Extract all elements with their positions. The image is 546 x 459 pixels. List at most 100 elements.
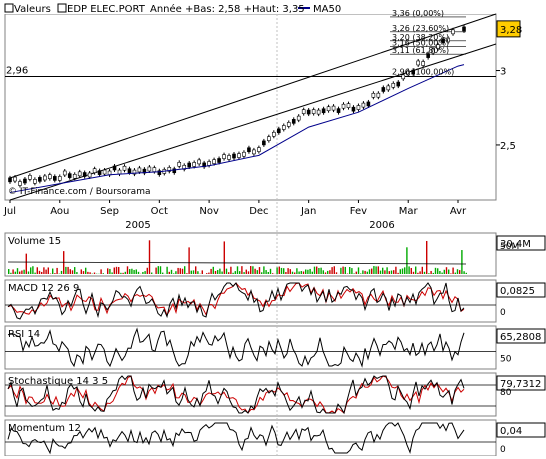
volume-bar (70, 269, 71, 274)
price-candle (88, 173, 91, 177)
volume-bar (305, 270, 306, 274)
volume-bar (186, 273, 187, 274)
volume-bar (261, 272, 262, 274)
volume-bar (393, 270, 394, 274)
volume-bar (15, 272, 16, 274)
volume-bar (171, 270, 172, 274)
volume-bar (371, 269, 372, 274)
price-candle (267, 137, 270, 141)
volume-bar (81, 269, 82, 274)
volume-bar (248, 271, 249, 274)
x-tick-label: Mar (399, 206, 419, 217)
volume-bar (136, 269, 137, 274)
price-candle (198, 160, 201, 164)
volume-bar (457, 269, 458, 274)
price-candle (287, 122, 290, 126)
volume-bar (424, 272, 425, 274)
volume-bar (39, 271, 40, 274)
volume-bar (158, 266, 159, 274)
fib-level-label: 2,96 (100,00%) (392, 67, 454, 76)
year-label: 2005 (125, 220, 150, 231)
volume-bar (116, 267, 117, 274)
price-candle (148, 167, 151, 171)
volume-bar (334, 266, 335, 274)
volume-bar (287, 268, 288, 274)
volume-bar (180, 268, 181, 274)
x-tick-label: Fev (350, 206, 367, 217)
price-candle (188, 163, 191, 167)
volume-bar (74, 267, 75, 274)
legend-range: Année +Bas: 2,58 +Haut: 3,35 (150, 3, 305, 15)
price-candle (28, 175, 31, 179)
x-tick-label: Avr (450, 206, 467, 217)
volume-bar (430, 271, 431, 274)
volume-bar (107, 268, 108, 274)
volume-bar (100, 269, 101, 274)
volume-bar (320, 268, 321, 274)
volume-bar (30, 267, 31, 274)
price-candle (392, 83, 395, 87)
volume-bar (351, 268, 352, 274)
volume-bar (329, 270, 330, 274)
price-candle (417, 61, 420, 65)
volume-bar (125, 272, 126, 274)
price-candle (327, 107, 330, 111)
volume-bar (276, 267, 277, 274)
price-candle (73, 174, 76, 178)
volume-bar (151, 273, 152, 274)
volume-bar (373, 266, 374, 274)
volume-bar (197, 271, 198, 274)
price-candle (382, 87, 385, 91)
price-candle (277, 129, 280, 133)
volume-bar (331, 267, 332, 274)
volume-bar (294, 273, 295, 274)
volume-bar (160, 266, 161, 274)
price-candle (352, 107, 355, 111)
volume-bar (283, 268, 284, 274)
volume-bar (45, 270, 46, 274)
volume-bar (450, 273, 451, 274)
volume-bar (26, 254, 27, 274)
volume-bar (441, 273, 442, 274)
volume-bar (292, 272, 293, 274)
price-candle (322, 109, 325, 113)
volume-bar (166, 267, 167, 274)
price-candle (18, 182, 21, 186)
volume-bar (411, 268, 412, 274)
price-candle (23, 179, 26, 183)
rsi-current-value: 65,2808 (500, 332, 541, 343)
volume-bar (76, 272, 77, 274)
volume-bar (175, 271, 176, 274)
price-candle (58, 176, 61, 180)
volume-bar (461, 250, 462, 274)
volume-bar (250, 266, 251, 274)
volume-bar (193, 270, 194, 274)
price-candle (247, 148, 250, 152)
x-tick-label: Nov (199, 206, 219, 217)
price-candle (43, 176, 46, 180)
volume-bar (252, 266, 253, 274)
price-candle (9, 178, 12, 182)
volume-bar (362, 270, 363, 274)
volume-bar (118, 267, 119, 274)
rsi-tick-label: 50 (500, 355, 512, 365)
volume-bar (309, 269, 310, 274)
price-candle (83, 173, 86, 177)
volume-bar (228, 272, 229, 274)
price-candle (262, 141, 265, 145)
macd-title: MACD 12 26 9 (8, 283, 79, 294)
volume-bar (254, 269, 255, 274)
volume-bar (169, 272, 170, 274)
year-label: 2006 (369, 220, 394, 231)
volume-bar (415, 267, 416, 274)
volume-bar (459, 270, 460, 274)
volume-bar (452, 268, 453, 274)
x-tick-label: Dec (249, 206, 268, 217)
stoch-current-value: 79,7312 (500, 379, 541, 390)
x-tick-label: Aou (50, 206, 69, 217)
volume-bar (259, 267, 260, 274)
volume-bar (48, 267, 49, 274)
volume-bar (147, 268, 148, 274)
price-candle (463, 27, 466, 31)
